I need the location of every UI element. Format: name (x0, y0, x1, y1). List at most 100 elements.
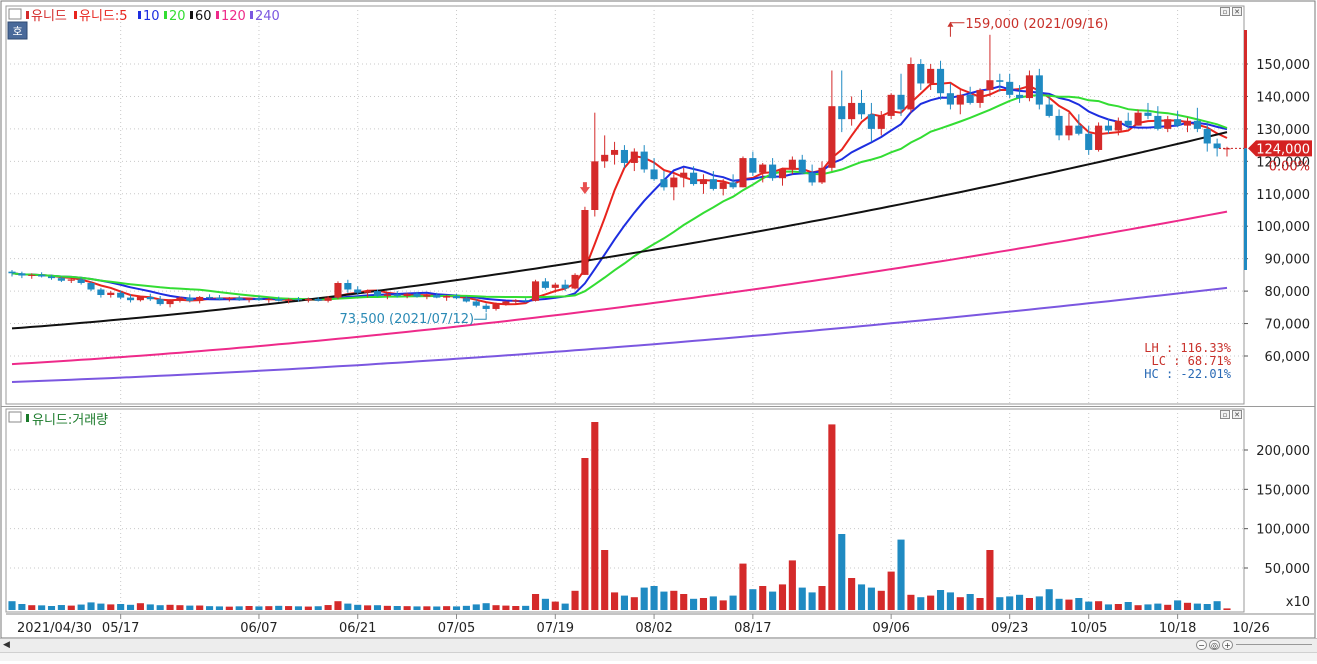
candle-body (107, 292, 115, 296)
candle (57, 276, 65, 283)
scroll-left-arrow-icon[interactable]: ◀ (3, 640, 10, 650)
volume-bar (650, 586, 658, 610)
candle (1065, 112, 1073, 141)
candle-body (28, 274, 36, 276)
candle-body (255, 298, 263, 301)
candle-body (186, 297, 194, 301)
volume-panel-restore-button[interactable]: ▫ (1220, 410, 1230, 419)
candle (1025, 70, 1033, 102)
candle-body (581, 210, 589, 275)
candle (344, 279, 352, 293)
date-label: 06/21 (339, 621, 376, 636)
candle (186, 294, 194, 303)
price-panel-close-button[interactable]: ✕ (1232, 7, 1242, 16)
volume-panel-close-button[interactable]: ✕ (1232, 410, 1242, 419)
candle-body (472, 301, 480, 306)
date-label: 08/02 (635, 621, 672, 636)
legend-settings-icon[interactable] (8, 8, 22, 20)
candle (887, 93, 895, 120)
candle-body (324, 297, 332, 301)
volume-bar (857, 584, 866, 610)
candle-body (1055, 115, 1063, 136)
price-panel[interactable] (5, 5, 1245, 405)
volume-bar (294, 606, 303, 610)
volume-bar (966, 594, 974, 610)
candle (117, 290, 125, 300)
zoom-out-button[interactable]: − (1196, 640, 1207, 650)
volume-bar (759, 586, 767, 610)
price-axis: 150,000 140,000 130,000 120,000 110,000 100,0… (1219, 30, 1312, 365)
volume-bar (1174, 600, 1182, 610)
candle (423, 293, 431, 300)
candle-body (1154, 115, 1162, 129)
volume-bar (729, 595, 737, 610)
candle (522, 298, 530, 303)
volume-legend-label: 유니드:거래량 (32, 413, 108, 428)
volume-bar (838, 534, 846, 610)
volume-bar (1114, 604, 1122, 610)
volume-bar (472, 604, 480, 610)
ma10-line (11, 85, 1228, 303)
volume-bar (373, 605, 382, 610)
candle-body (630, 151, 638, 163)
candle-body (522, 300, 530, 302)
volume-bar (28, 605, 36, 610)
candle-body (1144, 112, 1152, 116)
candle-body (1183, 120, 1192, 126)
volume-bar (699, 598, 708, 610)
zoom-in-button[interactable]: + (1222, 640, 1233, 650)
candle-body (1035, 75, 1043, 105)
volume-unit-label: x10 (1286, 595, 1310, 610)
volume-bar (403, 606, 411, 610)
candle-body (433, 295, 441, 298)
volume-tick-label: 200,000 (1256, 444, 1310, 459)
candle (77, 277, 85, 285)
candle (907, 57, 915, 113)
chart-badge[interactable] (7, 21, 28, 40)
candle-body (97, 289, 105, 296)
candle (788, 156, 796, 175)
candle (541, 278, 549, 290)
candle (1164, 115, 1172, 133)
volume-bar (976, 598, 984, 610)
candle (1104, 119, 1113, 134)
candle-body (729, 182, 737, 188)
ma120-line (11, 210, 1228, 366)
candle-body (215, 297, 223, 300)
candle (1045, 96, 1053, 118)
candle (709, 171, 717, 191)
volume-bar (462, 605, 470, 610)
price-range-bar-up (1244, 30, 1247, 149)
candle (640, 145, 648, 173)
volume-bar (18, 604, 26, 610)
range-stat-0: LH : 116.33% (1144, 341, 1231, 355)
candle (275, 296, 283, 302)
high-marker-arrow-icon (947, 21, 954, 27)
chart-scrollbar[interactable]: ◀ − ◎ + (0, 638, 1317, 652)
volume-bar (354, 604, 362, 610)
price-range-bar-down (1244, 148, 1247, 270)
candle (848, 96, 856, 126)
candle (433, 292, 441, 299)
candle (107, 291, 115, 298)
candle-body (788, 159, 796, 170)
volume-bar (709, 596, 717, 610)
scroll-track[interactable] (1236, 644, 1312, 645)
price-tick-label: 80,000 (1265, 285, 1311, 300)
volume-panel[interactable] (5, 408, 1245, 613)
candle-body (690, 172, 698, 185)
volume-legend-settings-icon[interactable] (8, 411, 22, 423)
candle-body (294, 299, 303, 301)
candle-body (265, 298, 273, 301)
volume-bar (887, 571, 895, 610)
candle (176, 296, 184, 303)
volume-bar (798, 587, 806, 610)
date-label: 09/06 (872, 621, 909, 636)
volume-bar (1124, 602, 1132, 610)
candle-body (699, 179, 708, 185)
price-panel-restore-button[interactable]: ▫ (1220, 7, 1230, 16)
zoom-reset-button[interactable]: ◎ (1209, 640, 1220, 650)
legend-label-6: 240 (255, 9, 280, 24)
